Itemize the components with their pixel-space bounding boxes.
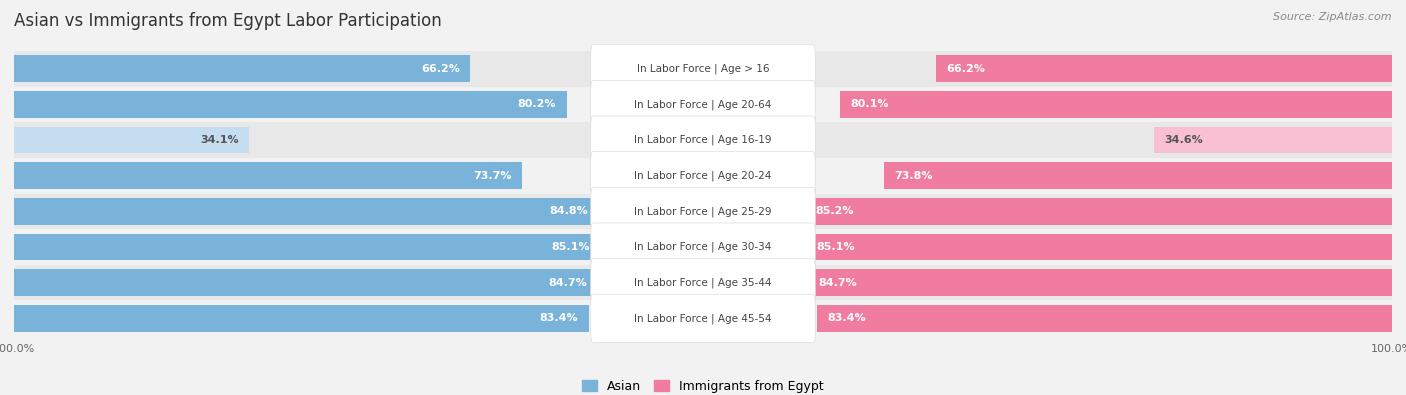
Bar [806, 198, 1392, 225]
Text: 85.1%: 85.1% [815, 242, 855, 252]
FancyBboxPatch shape [591, 152, 815, 200]
Bar [806, 234, 1392, 260]
Bar [817, 305, 1392, 332]
Text: 84.7%: 84.7% [818, 278, 858, 288]
Bar [14, 87, 1392, 122]
Bar [14, 122, 1392, 158]
Bar [14, 234, 600, 260]
Legend: Asian, Immigrants from Egypt: Asian, Immigrants from Egypt [578, 375, 828, 395]
Bar [14, 55, 470, 82]
Text: 85.1%: 85.1% [551, 242, 591, 252]
Text: 80.1%: 80.1% [851, 100, 889, 109]
Text: 73.8%: 73.8% [894, 171, 932, 181]
Text: 80.2%: 80.2% [517, 100, 557, 109]
Text: 34.1%: 34.1% [200, 135, 239, 145]
Bar [14, 265, 1392, 301]
FancyBboxPatch shape [591, 80, 815, 128]
FancyBboxPatch shape [591, 259, 815, 307]
Bar [1153, 127, 1392, 153]
Text: In Labor Force | Age 35-44: In Labor Force | Age 35-44 [634, 277, 772, 288]
Bar [14, 198, 599, 225]
Bar [14, 158, 1392, 194]
FancyBboxPatch shape [591, 223, 815, 271]
Text: 85.2%: 85.2% [815, 206, 853, 216]
Text: Source: ZipAtlas.com: Source: ZipAtlas.com [1274, 12, 1392, 22]
Bar [14, 51, 1392, 87]
Bar [936, 55, 1392, 82]
Text: In Labor Force | Age 30-34: In Labor Force | Age 30-34 [634, 242, 772, 252]
Text: 34.6%: 34.6% [1164, 135, 1202, 145]
Text: In Labor Force | Age 16-19: In Labor Force | Age 16-19 [634, 135, 772, 145]
Bar [14, 162, 522, 189]
Bar [14, 305, 589, 332]
Text: Asian vs Immigrants from Egypt Labor Participation: Asian vs Immigrants from Egypt Labor Par… [14, 12, 441, 30]
Bar [14, 229, 1392, 265]
Bar [841, 91, 1392, 118]
Text: 84.7%: 84.7% [548, 278, 588, 288]
FancyBboxPatch shape [591, 45, 815, 93]
Bar [14, 269, 598, 296]
FancyBboxPatch shape [591, 116, 815, 164]
Bar [14, 194, 1392, 229]
Text: 83.4%: 83.4% [540, 313, 578, 324]
Text: 66.2%: 66.2% [420, 64, 460, 74]
Bar [808, 269, 1392, 296]
Text: In Labor Force | Age 25-29: In Labor Force | Age 25-29 [634, 206, 772, 216]
Text: 83.4%: 83.4% [828, 313, 866, 324]
Bar [883, 162, 1392, 189]
Bar [14, 127, 249, 153]
Text: In Labor Force | Age > 16: In Labor Force | Age > 16 [637, 64, 769, 74]
FancyBboxPatch shape [591, 294, 815, 342]
Bar [14, 301, 1392, 336]
Text: In Labor Force | Age 45-54: In Labor Force | Age 45-54 [634, 313, 772, 324]
Text: 84.8%: 84.8% [550, 206, 588, 216]
FancyBboxPatch shape [591, 187, 815, 235]
Text: 73.7%: 73.7% [472, 171, 512, 181]
Text: 66.2%: 66.2% [946, 64, 986, 74]
Text: In Labor Force | Age 20-64: In Labor Force | Age 20-64 [634, 99, 772, 110]
Text: In Labor Force | Age 20-24: In Labor Force | Age 20-24 [634, 171, 772, 181]
Bar [14, 91, 567, 118]
